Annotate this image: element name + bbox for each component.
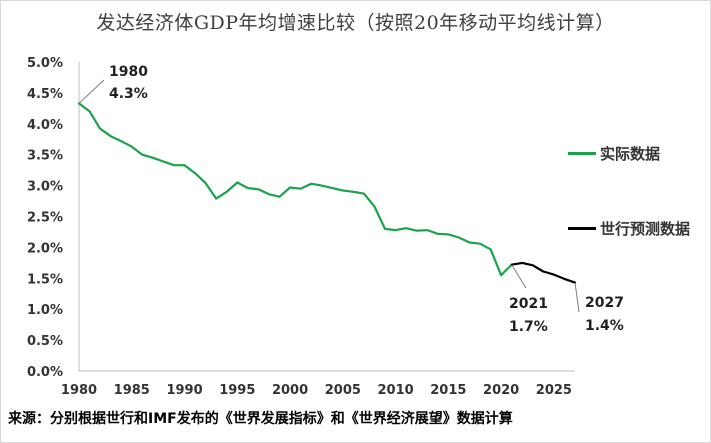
x-tick-label: 2025: [536, 383, 572, 398]
annotation-leader-1980: [78, 79, 105, 104]
y-tick-label: 3.5%: [27, 149, 63, 164]
y-tick-label: 3.0%: [27, 180, 63, 195]
x-tick-label: 1990: [166, 383, 202, 398]
annotation-2027-value: 1.4%: [585, 318, 624, 334]
annotation-1980-value: 4.3%: [109, 86, 148, 102]
x-tick-label: 1995: [219, 383, 255, 398]
annotation-2021-year: 2021: [509, 296, 548, 312]
y-tick-label: 0.5%: [27, 334, 63, 349]
legend-item-actual: 实际数据: [568, 143, 660, 164]
legend-label-forecast: 世行预测数据: [600, 220, 691, 238]
x-tick-label: 1985: [114, 383, 150, 398]
y-tick-label: 1.5%: [27, 272, 63, 287]
annotation-leader-2021: [511, 264, 527, 289]
x-tick-label: 2015: [430, 383, 466, 398]
y-tick-label: 1.0%: [27, 303, 63, 318]
y-tick-label: 4.0%: [27, 118, 63, 133]
legend-swatch-actual: [568, 152, 596, 155]
x-tick-label: 2000: [272, 383, 308, 398]
y-tick-label: 5.0%: [27, 56, 63, 71]
legend-swatch-forecast: [568, 227, 596, 230]
x-tick-label: 2010: [378, 383, 414, 398]
y-tick-label: 2.5%: [27, 211, 63, 226]
y-tick-label: 2.0%: [27, 241, 63, 256]
series-line-actual: [77, 102, 513, 277]
series-line-forecast: [510, 261, 577, 284]
x-tick-label: 2005: [325, 383, 361, 398]
annotation-2021-value: 1.7%: [509, 319, 548, 335]
legend-label-actual: 实际数据: [600, 145, 661, 163]
y-tick-label: 4.5%: [27, 87, 63, 102]
x-tick-label: 1980: [61, 383, 97, 398]
y-tick-label: 0.0%: [27, 365, 63, 380]
annotation-1980-year: 1980: [109, 64, 148, 80]
annotation-leader-2027: [574, 282, 580, 313]
source-note: 来源：分别根据世行和IMF发布的《世界发展指标》和《世界经济展望》数据计算: [8, 411, 513, 427]
chart-title: 发达经济体GDP年均增速比较（按照20年移动平均线计算）: [96, 12, 615, 34]
x-tick-label: 2020: [483, 383, 519, 398]
annotation-2027-year: 2027: [585, 295, 624, 311]
legend-item-forecast: 世行预测数据: [568, 218, 690, 239]
